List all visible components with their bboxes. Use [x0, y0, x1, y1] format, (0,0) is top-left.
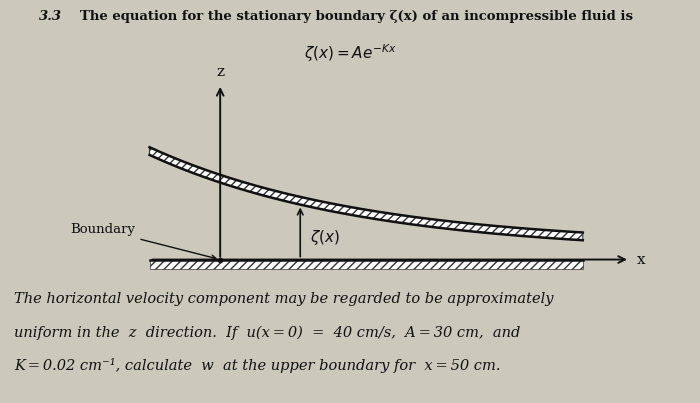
Text: K = 0.02 cm⁻¹, calculate  w  at the upper boundary for  x = 50 cm.: K = 0.02 cm⁻¹, calculate w at the upper …	[14, 358, 500, 373]
Polygon shape	[150, 260, 583, 269]
Text: Boundary: Boundary	[71, 223, 216, 260]
Polygon shape	[150, 147, 583, 240]
Text: uniform in the  z  direction.  If  u(x = 0)  =  40 cm/s,  A = 30 cm,  and: uniform in the z direction. If u(x = 0) …	[14, 325, 520, 340]
Text: x: x	[637, 253, 645, 266]
Text: The equation for the stationary boundary ζ(x) of an incompressible fluid is: The equation for the stationary boundary…	[80, 10, 634, 23]
Text: $\zeta(x)$: $\zeta(x)$	[309, 228, 339, 247]
Text: 3.3: 3.3	[38, 10, 62, 23]
Text: z: z	[216, 65, 224, 79]
Text: The horizontal velocity component may be regarded to be approximately: The horizontal velocity component may be…	[14, 292, 554, 306]
Text: $\zeta(x) = Ae^{-Kx}$: $\zeta(x) = Ae^{-Kx}$	[304, 42, 396, 64]
